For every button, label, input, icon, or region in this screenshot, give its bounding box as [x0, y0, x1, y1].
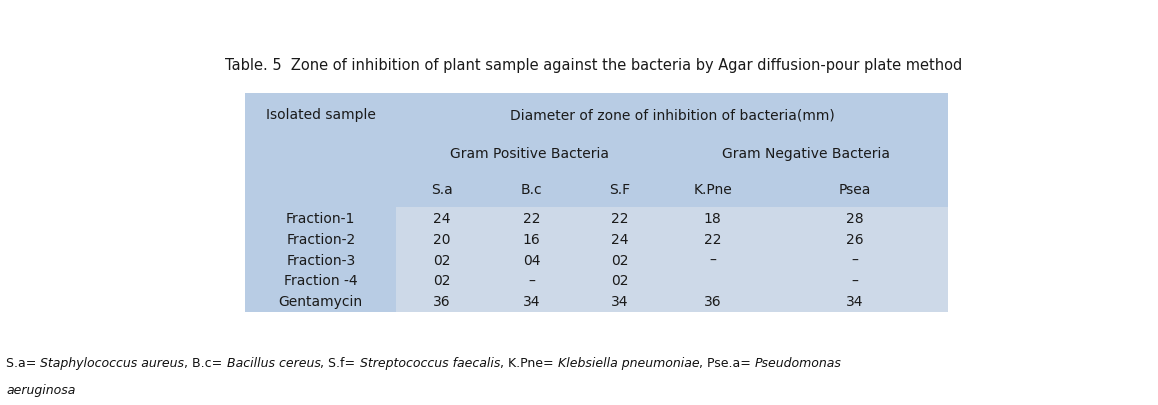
Text: aeruginosa: aeruginosa: [6, 383, 75, 396]
Text: Fraction -4: Fraction -4: [284, 274, 358, 288]
Text: S.a: S.a: [431, 183, 453, 197]
Text: Streptococcus faecalis: Streptococcus faecalis: [360, 356, 500, 369]
Text: Bacillus cereus: Bacillus cereus: [227, 356, 321, 369]
Text: , K.Pne=: , K.Pne=: [500, 356, 558, 369]
Text: 02: 02: [433, 274, 450, 288]
Text: Fraction-1: Fraction-1: [286, 211, 356, 225]
Text: 02: 02: [610, 274, 628, 288]
Text: B.c: B.c: [521, 183, 542, 197]
Text: Staphylococcus aureus: Staphylococcus aureus: [41, 356, 184, 369]
Text: 36: 36: [433, 295, 450, 309]
Text: Fraction-2: Fraction-2: [286, 232, 356, 246]
Text: Gram Positive Bacteria: Gram Positive Bacteria: [450, 147, 609, 161]
Text: Gram Negative Bacteria: Gram Negative Bacteria: [721, 147, 889, 161]
Text: 24: 24: [610, 232, 628, 246]
Text: Psea: Psea: [838, 183, 871, 197]
Text: K.Pne: K.Pne: [694, 183, 732, 197]
Text: 16: 16: [522, 232, 541, 246]
Text: 04: 04: [523, 253, 541, 267]
Bar: [245, 94, 948, 312]
Text: Fraction-3: Fraction-3: [286, 253, 356, 267]
Text: 22: 22: [523, 211, 541, 225]
Text: 36: 36: [704, 295, 721, 309]
Text: 02: 02: [610, 253, 628, 267]
Text: 02: 02: [433, 253, 450, 267]
Text: 34: 34: [523, 295, 541, 309]
Text: –: –: [528, 274, 535, 288]
Text: , Pse.a=: , Pse.a=: [699, 356, 755, 369]
Text: Gentamycin: Gentamycin: [279, 295, 362, 309]
Text: 26: 26: [846, 232, 864, 246]
Text: S.a=: S.a=: [6, 356, 41, 369]
Text: –: –: [709, 253, 716, 267]
Text: Table. 5  Zone of inhibition of plant sample against the bacteria by Agar diffus: Table. 5 Zone of inhibition of plant sam…: [225, 58, 962, 73]
Text: 34: 34: [610, 295, 628, 309]
Text: Pseudomonas: Pseudomonas: [755, 356, 842, 369]
Text: S.F: S.F: [609, 183, 630, 197]
Text: Klebsiella pneumoniae: Klebsiella pneumoniae: [558, 356, 699, 369]
Text: 20: 20: [433, 232, 450, 246]
Text: 18: 18: [704, 211, 721, 225]
Text: 28: 28: [846, 211, 864, 225]
Text: , S.f=: , S.f=: [321, 356, 360, 369]
Text: 22: 22: [704, 232, 721, 246]
Text: 22: 22: [610, 211, 628, 225]
Text: Isolated sample: Isolated sample: [266, 108, 375, 122]
Bar: [396, 208, 948, 312]
Text: 24: 24: [433, 211, 450, 225]
Text: Diameter of zone of inhibition of bacteria(mm): Diameter of zone of inhibition of bacter…: [510, 108, 835, 122]
Text: , B.c=: , B.c=: [184, 356, 227, 369]
Text: –: –: [851, 274, 858, 288]
Text: 34: 34: [846, 295, 864, 309]
Text: –: –: [851, 253, 858, 267]
